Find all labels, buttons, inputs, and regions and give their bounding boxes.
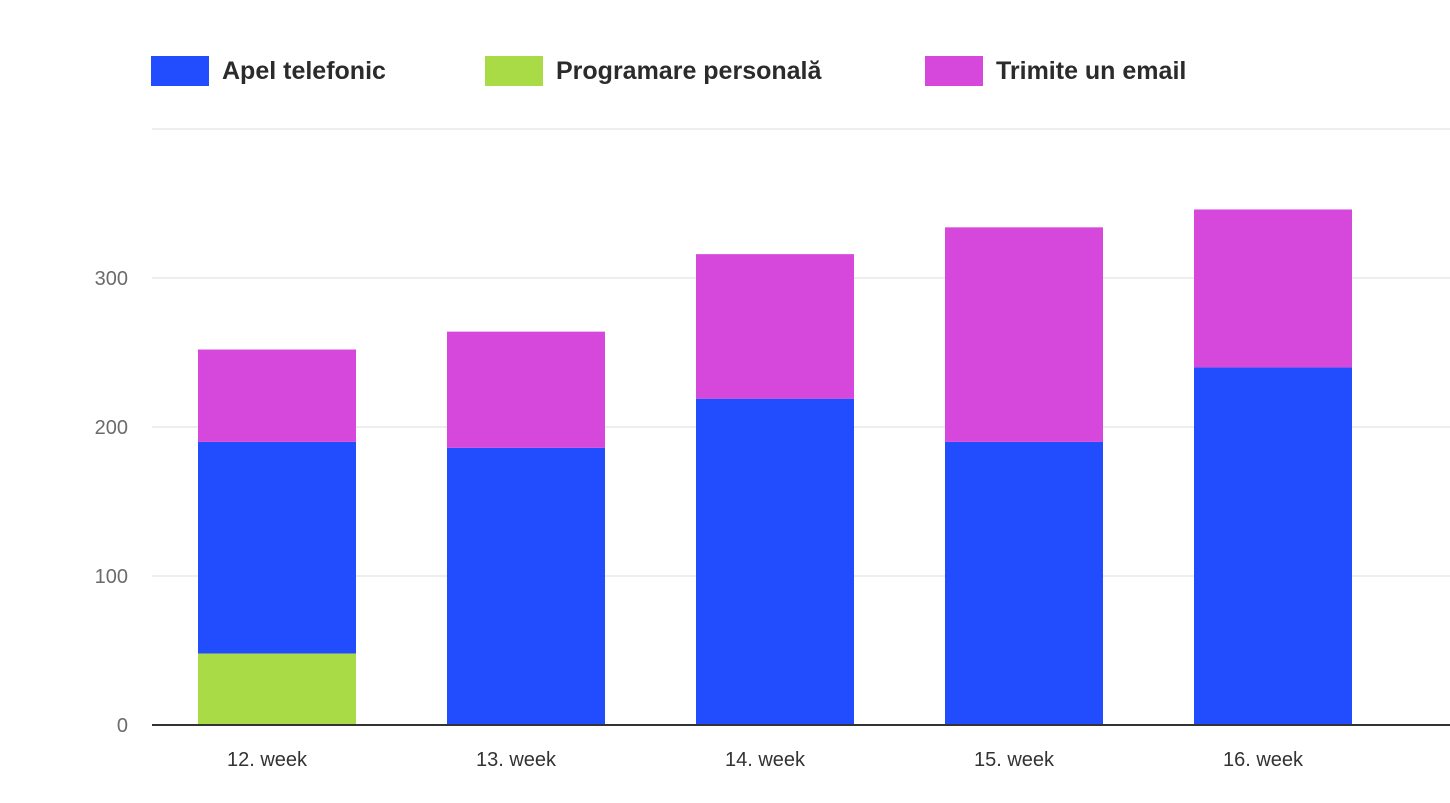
bar-segment-apel-telefonic [1194, 367, 1352, 725]
legend-label: Trimite un email [996, 57, 1186, 85]
y-tick-label-0: 0 [117, 715, 128, 737]
x-tick-label: 15. week [974, 749, 1055, 771]
legend-item-0: Apel telefonic [151, 56, 386, 86]
x-tick-label: 12. week [227, 749, 308, 771]
bar-segment-trimite-un-email [945, 227, 1103, 442]
legend-swatch [925, 56, 983, 86]
y-axis-ticks: 0 100 200 300 [95, 268, 128, 737]
bar-segment-trimite-un-email [696, 254, 854, 399]
bar-segment-programare-personal- [198, 653, 356, 725]
bar-stack-3 [945, 227, 1103, 725]
bar-stack-1 [447, 331, 605, 725]
bars [198, 209, 1352, 725]
bar-segment-trimite-un-email [1194, 209, 1352, 368]
bar-segment-apel-telefonic [696, 398, 854, 725]
bar-segment-trimite-un-email [198, 349, 356, 442]
bar-segment-apel-telefonic [945, 441, 1103, 725]
legend-label: Apel telefonic [222, 57, 386, 85]
legend-swatch [151, 56, 209, 86]
bar-stack-4 [1194, 209, 1352, 725]
y-tick-label-200: 200 [95, 417, 128, 439]
bar-segment-trimite-un-email [447, 331, 605, 448]
y-tick-label-300: 300 [95, 268, 128, 290]
y-tick-label-100: 100 [95, 566, 128, 588]
x-tick-label: 16. week [1223, 749, 1304, 771]
x-tick-label: 14. week [725, 749, 806, 771]
x-tick-label: 13. week [476, 749, 557, 771]
legend: Apel telefonic Programare personală Trimit… [151, 56, 1186, 86]
legend-swatch [485, 56, 543, 86]
legend-item-1: Programare personală [485, 56, 822, 86]
legend-item-2: Trimite un email [925, 56, 1186, 86]
bar-segment-apel-telefonic [447, 447, 605, 725]
bar-segment-apel-telefonic [198, 441, 356, 654]
bar-stack-2 [696, 254, 854, 725]
bar-stack-0 [198, 349, 356, 725]
x-axis-ticks: 12. week 13. week 14. week 15. week 16. week [227, 749, 1304, 771]
legend-label: Programare personală [556, 57, 822, 85]
